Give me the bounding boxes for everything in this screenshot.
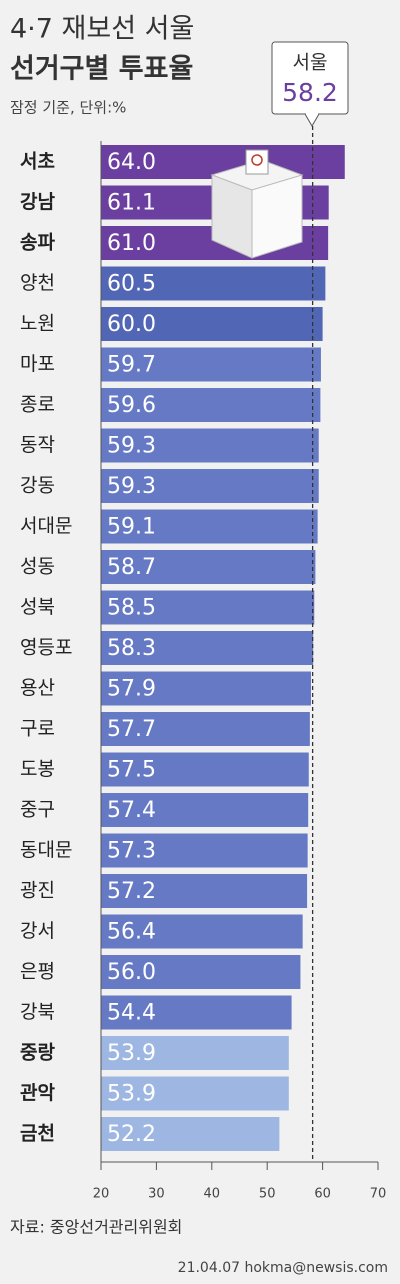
bar — [101, 874, 308, 908]
value-label: 56.0 — [107, 960, 156, 985]
value-label: 59.6 — [107, 393, 156, 418]
bar — [101, 955, 301, 989]
value-label: 61.0 — [107, 231, 156, 256]
bar — [101, 550, 316, 584]
category-label: 성동 — [20, 556, 55, 578]
bar — [101, 671, 311, 706]
bar — [101, 995, 292, 1030]
x-tick-label: 40 — [204, 1187, 221, 1202]
x-tick-label: 50 — [259, 1187, 276, 1202]
value-label: 57.2 — [107, 879, 156, 904]
bar — [101, 833, 308, 868]
value-label: 58.3 — [107, 636, 156, 661]
value-label: 59.7 — [107, 353, 156, 378]
ballot-paper — [245, 149, 269, 175]
category-label: 관악 — [20, 1082, 55, 1104]
bar — [101, 1076, 289, 1111]
category-label: 송파 — [20, 232, 55, 254]
bar — [101, 388, 321, 422]
value-label: 53.9 — [107, 1041, 156, 1066]
bar — [101, 712, 310, 746]
x-tick-label: 20 — [93, 1187, 110, 1202]
x-tick-label: 30 — [148, 1187, 165, 1202]
box-right — [251, 174, 303, 259]
x-tick-label: 60 — [314, 1187, 331, 1202]
bar — [101, 469, 319, 503]
bar — [101, 428, 319, 463]
value-label: 60.0 — [107, 312, 156, 337]
reference-value: 58.2 — [282, 78, 338, 107]
chart-title-line2: 선거구별 투표율 — [10, 54, 193, 85]
category-label: 종로 — [20, 394, 55, 416]
category-label: 강서 — [20, 920, 55, 942]
chart-title: 4·7 재보선 서울 — [10, 14, 194, 45]
category-label: 구로 — [20, 718, 55, 740]
value-label: 59.3 — [107, 474, 156, 499]
value-label: 57.7 — [107, 717, 156, 742]
category-label: 금천 — [20, 1123, 55, 1145]
category-label: 서초 — [20, 151, 55, 173]
value-label: 64.0 — [107, 150, 156, 175]
bar — [101, 590, 315, 625]
value-label: 60.5 — [107, 272, 156, 297]
bar — [101, 752, 309, 787]
category-label: 성북 — [20, 596, 55, 618]
category-label: 영등포 — [20, 637, 72, 659]
bar — [101, 509, 318, 544]
category-label: 은평 — [20, 961, 55, 983]
bar — [101, 1117, 280, 1151]
value-label: 59.3 — [107, 434, 156, 459]
value-label: 56.4 — [107, 920, 156, 945]
value-label: 57.3 — [107, 839, 156, 864]
category-label: 용산 — [20, 677, 55, 699]
bar — [101, 1036, 289, 1070]
category-label: 중랑 — [20, 1042, 55, 1064]
bar — [101, 631, 314, 665]
ballot-box-icon — [210, 149, 304, 259]
bar — [101, 793, 309, 827]
reference-label: 서울 — [293, 52, 328, 74]
value-label: 54.4 — [107, 1001, 156, 1026]
value-label: 58.7 — [107, 555, 156, 580]
category-label: 마포 — [20, 353, 55, 375]
category-label: 광진 — [20, 880, 55, 902]
value-label: 57.4 — [107, 798, 156, 823]
value-label: 61.1 — [107, 191, 156, 216]
source: 자료: 중앙선거관리위원회 — [10, 1218, 182, 1237]
bar — [101, 914, 303, 949]
bar — [101, 347, 321, 382]
bar — [101, 307, 323, 341]
category-label: 중구 — [20, 799, 55, 821]
value-label: 59.1 — [107, 515, 156, 540]
category-label: 서대문 — [20, 515, 72, 537]
ballot-stamp — [251, 154, 263, 166]
category-label: 양천 — [20, 272, 55, 294]
value-label: 53.9 — [107, 1082, 156, 1107]
category-label: 노원 — [20, 313, 55, 335]
category-label: 도봉 — [20, 758, 55, 780]
credit: 21.04.07 hokma@newsis.com — [178, 1260, 388, 1276]
category-label: 강남 — [20, 191, 55, 213]
category-label: 강동 — [20, 475, 55, 497]
subtitle: 잠정 기준, 단위:% — [10, 99, 126, 117]
category-label: 강북 — [20, 1001, 55, 1023]
bar — [101, 266, 326, 301]
value-label: 52.2 — [107, 1122, 156, 1147]
value-label: 58.5 — [107, 596, 156, 621]
value-label: 57.5 — [107, 758, 156, 783]
category-label: 동대문 — [20, 839, 72, 861]
value-label: 57.9 — [107, 677, 156, 702]
category-label: 동작 — [20, 434, 55, 456]
reference-callout: 서울 58.2 — [271, 41, 349, 127]
x-tick-label: 70 — [370, 1187, 387, 1202]
